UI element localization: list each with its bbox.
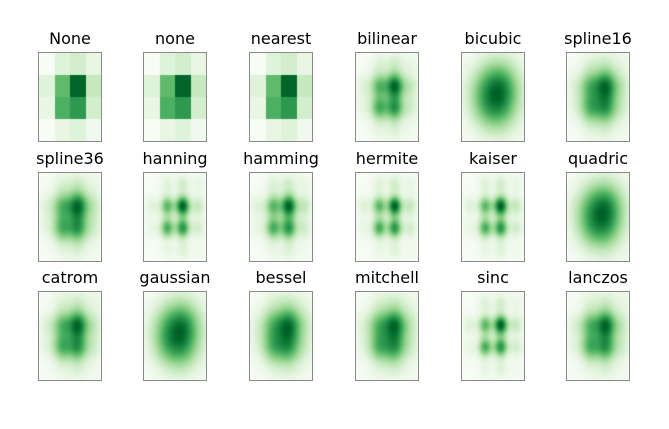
panel-title: gaussian (139, 268, 211, 287)
panel-image-frame (143, 291, 207, 381)
panel-title: catrom (41, 268, 99, 287)
panel-image (462, 53, 524, 141)
panel-image-frame (566, 172, 630, 262)
panel-image (144, 173, 206, 261)
panel-image-frame (566, 291, 630, 381)
panel-title: none (155, 29, 195, 48)
panel-image-frame (143, 52, 207, 142)
panel-image (462, 173, 524, 261)
panel-image-frame (461, 52, 525, 142)
panel-image (144, 292, 206, 380)
panel-image (250, 53, 312, 141)
panel-image-frame (38, 172, 102, 262)
panel-title: hamming (243, 149, 319, 168)
panel-title: bicubic (464, 29, 522, 48)
panel-image-frame (461, 172, 525, 262)
panel-title: lanczos (568, 268, 628, 287)
panel-image-frame (143, 172, 207, 262)
panel-image-frame (249, 291, 313, 381)
panel-title: kaiser (469, 149, 517, 168)
panel-title: None (49, 29, 91, 48)
panel-image (39, 173, 101, 261)
panel-image (356, 292, 418, 380)
panel-image (39, 53, 101, 141)
panel-image-frame (566, 52, 630, 142)
panel-image (250, 292, 312, 380)
panel-title: spline36 (36, 149, 104, 168)
panel-title: nearest (250, 29, 312, 48)
panel-title: spline16 (564, 29, 632, 48)
panel-image (39, 292, 101, 380)
panel-title: sinc (477, 268, 509, 287)
panel-image (144, 53, 206, 141)
panel-image (356, 53, 418, 141)
panel-image-frame (38, 291, 102, 381)
panel-image-frame (38, 52, 102, 142)
panel-title: hanning (142, 149, 208, 168)
panel-image-frame (249, 172, 313, 262)
panel-image-frame (355, 172, 419, 262)
panel-image-frame (355, 291, 419, 381)
panel-title: mitchell (355, 268, 419, 287)
panel-image-frame (461, 291, 525, 381)
panel-image (250, 173, 312, 261)
panel-image (567, 53, 629, 141)
panel-title: bilinear (357, 29, 417, 48)
panel-image-frame (355, 52, 419, 142)
panel-image (567, 173, 629, 261)
panel-image-frame (249, 52, 313, 142)
panel-title: quadric (567, 149, 629, 168)
panel-title: hermite (355, 149, 419, 168)
panel-image (567, 292, 629, 380)
panel-title: bessel (255, 268, 307, 287)
panel-image (462, 292, 524, 380)
panel-image (356, 173, 418, 261)
